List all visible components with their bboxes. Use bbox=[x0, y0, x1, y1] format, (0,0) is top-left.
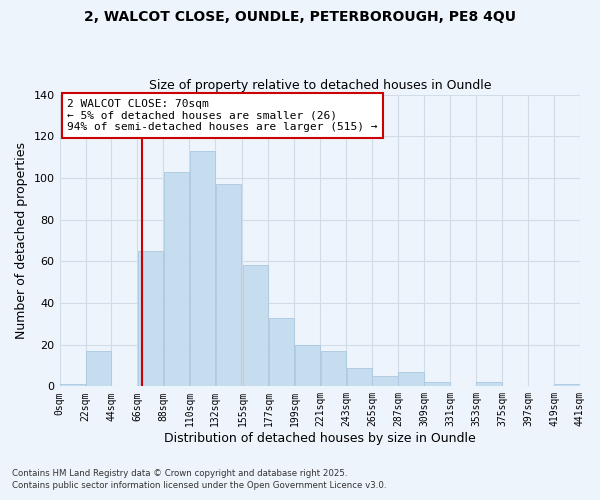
Text: 2, WALCOT CLOSE, OUNDLE, PETERBOROUGH, PE8 4QU: 2, WALCOT CLOSE, OUNDLE, PETERBOROUGH, P… bbox=[84, 10, 516, 24]
Text: 2 WALCOT CLOSE: 70sqm
← 5% of detached houses are smaller (26)
94% of semi-detac: 2 WALCOT CLOSE: 70sqm ← 5% of detached h… bbox=[67, 99, 378, 132]
Bar bbox=[242, 266, 268, 386]
Bar bbox=[554, 384, 580, 386]
Bar bbox=[398, 372, 424, 386]
Title: Size of property relative to detached houses in Oundle: Size of property relative to detached ho… bbox=[149, 79, 491, 92]
Bar bbox=[215, 184, 241, 386]
Bar bbox=[347, 368, 372, 386]
Bar bbox=[137, 251, 163, 386]
Bar bbox=[373, 376, 398, 386]
Bar bbox=[424, 382, 450, 386]
Bar bbox=[60, 384, 85, 386]
Bar bbox=[86, 351, 111, 386]
X-axis label: Distribution of detached houses by size in Oundle: Distribution of detached houses by size … bbox=[164, 432, 476, 445]
Bar bbox=[320, 351, 346, 386]
Bar bbox=[476, 382, 502, 386]
Bar bbox=[269, 318, 294, 386]
Bar bbox=[164, 172, 189, 386]
Text: Contains HM Land Registry data © Crown copyright and database right 2025.
Contai: Contains HM Land Registry data © Crown c… bbox=[12, 468, 386, 490]
Bar bbox=[190, 151, 215, 386]
Bar bbox=[295, 344, 320, 387]
Y-axis label: Number of detached properties: Number of detached properties bbox=[15, 142, 28, 339]
